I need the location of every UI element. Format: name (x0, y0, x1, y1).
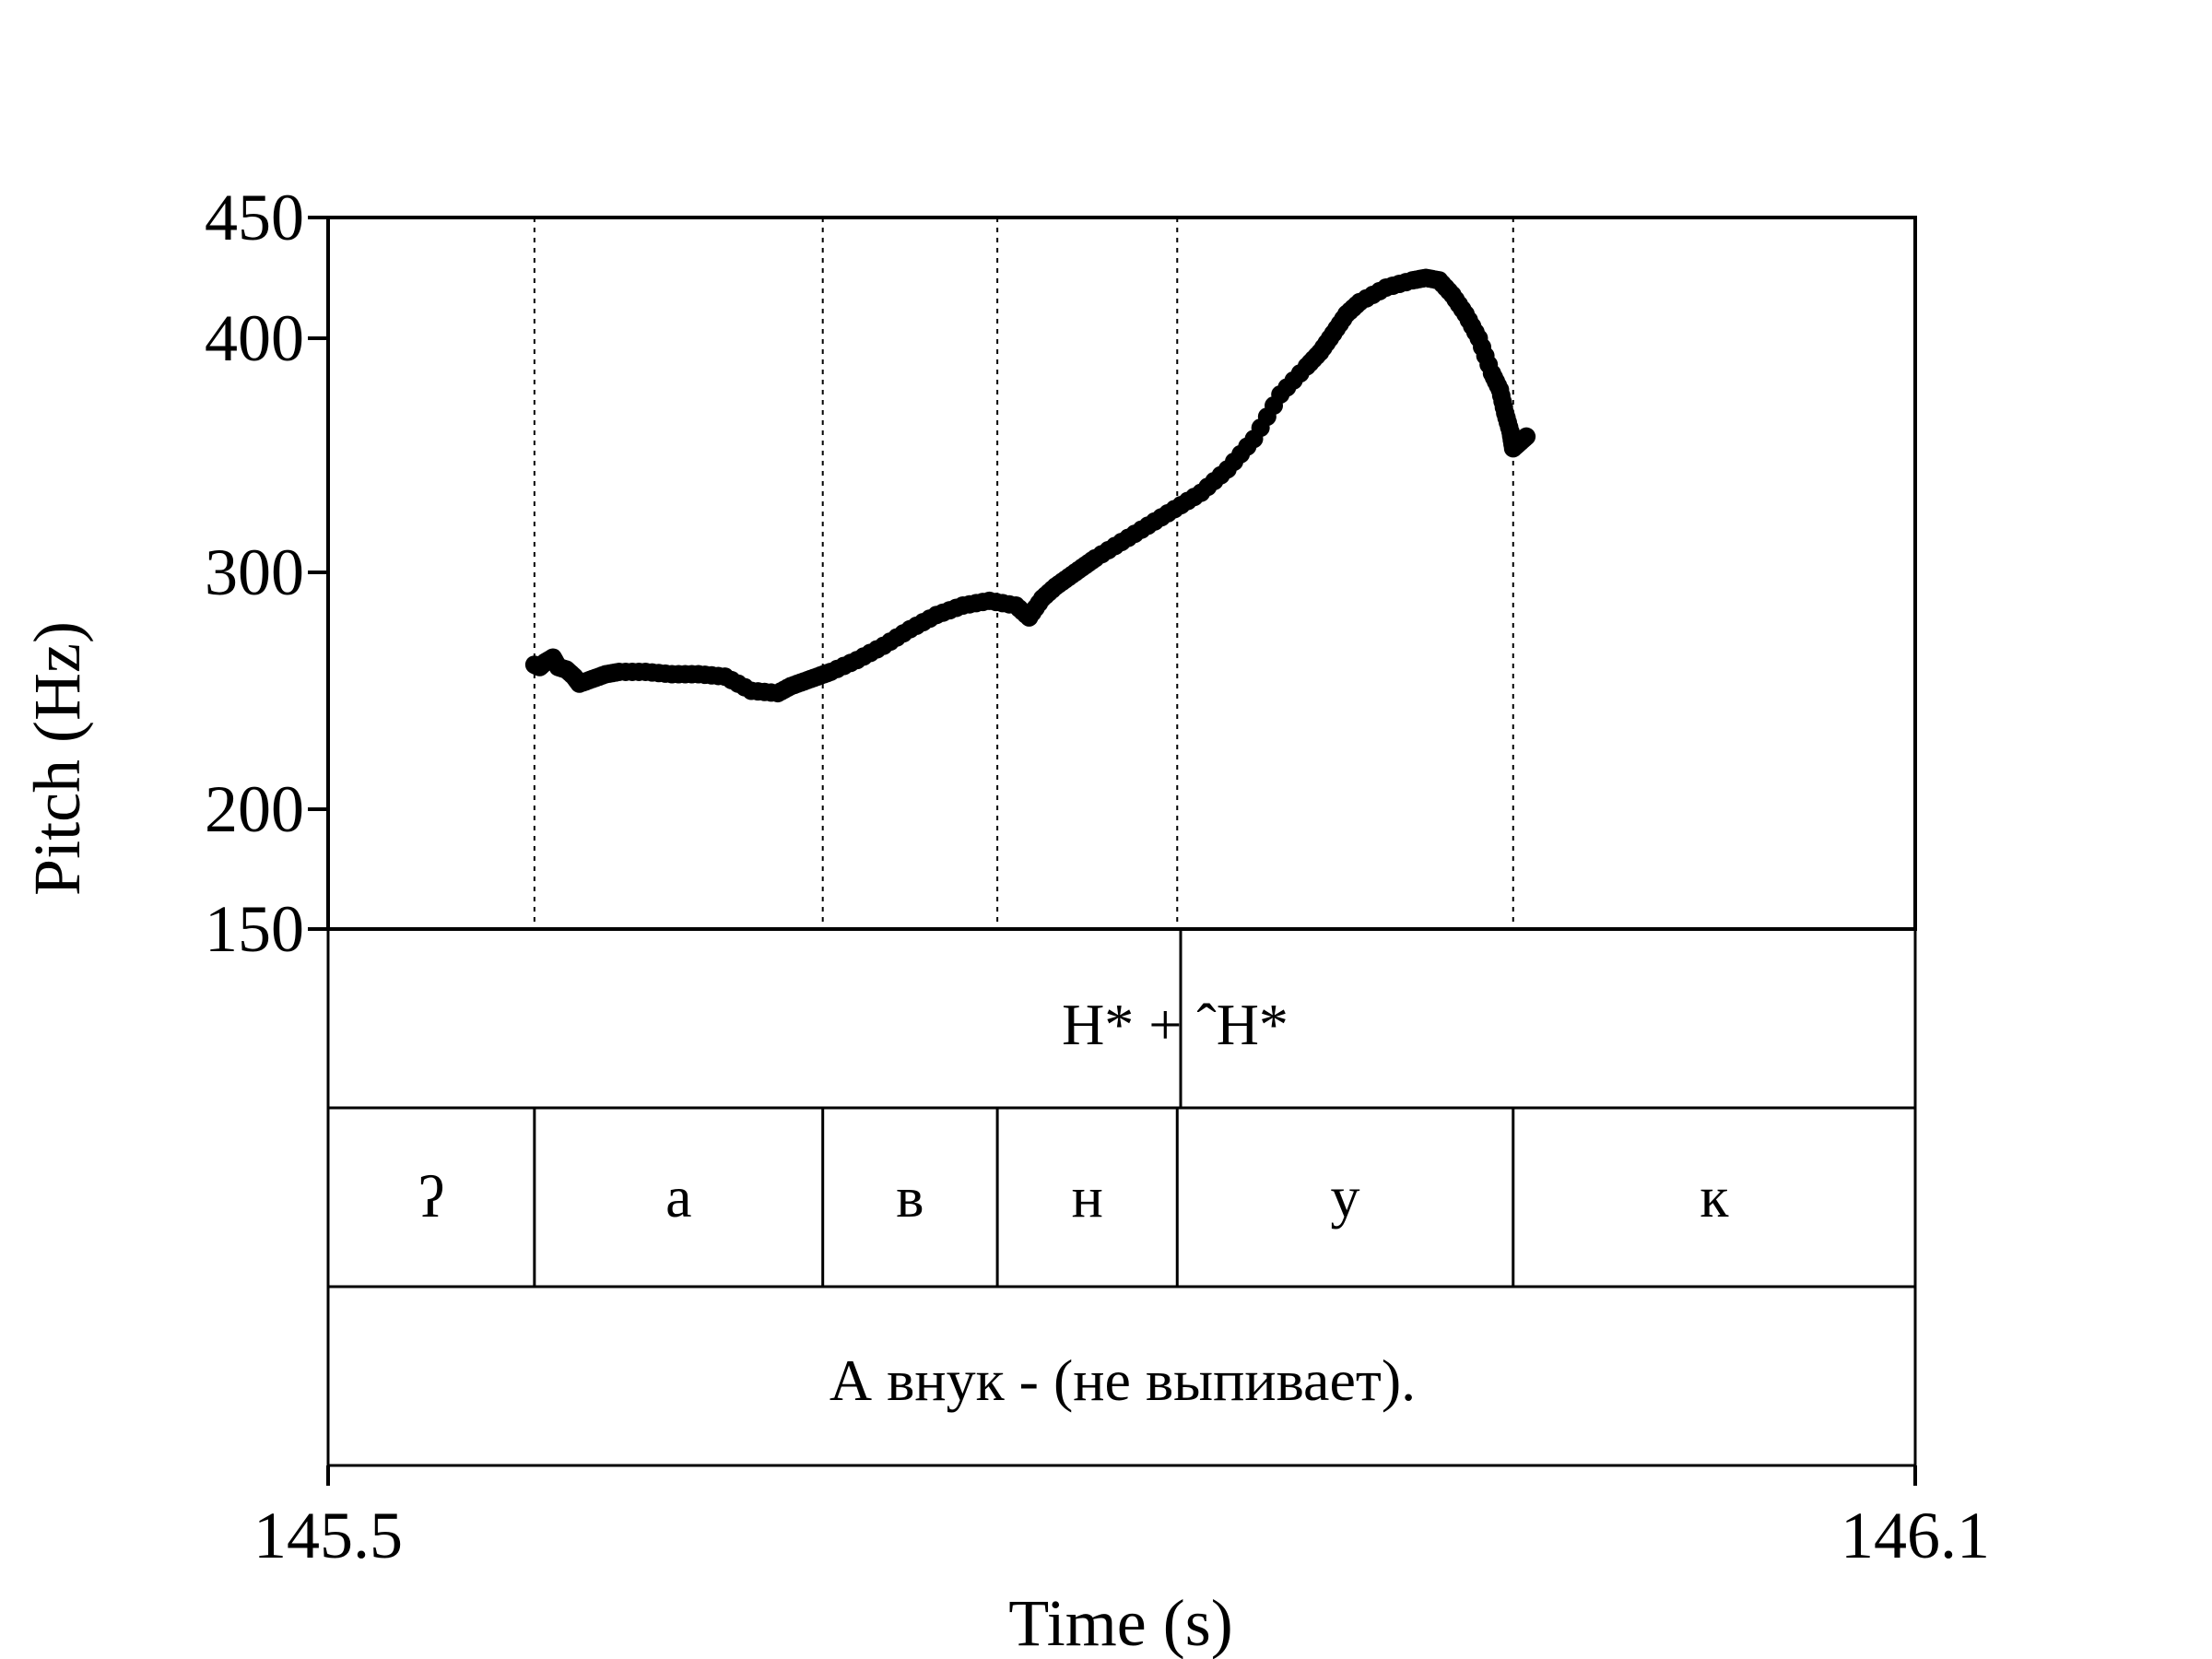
sentence-label: А внук - (не выпивает). (830, 1347, 1416, 1413)
y-tick-label-450: 450 (205, 181, 304, 254)
x-tick-label-end: 146.1 (1841, 1499, 1990, 1572)
x-tick-label-start: 145.5 (253, 1499, 403, 1572)
segment-label-4: у (1331, 1164, 1360, 1230)
segment-label-2: в (896, 1164, 924, 1230)
tone-label: H* + ˆH* (1062, 992, 1288, 1057)
y-tick-label-300: 300 (205, 535, 304, 609)
segment-label-3: н (1072, 1164, 1103, 1230)
segment-label-0: ʔ (418, 1164, 444, 1230)
segment-label-1: а (665, 1164, 691, 1230)
segment-boundary-lines (533, 218, 1514, 929)
sentence-tier-frame (326, 1285, 1917, 1467)
y-axis-ticks: 150 200 300 400 450 (205, 181, 328, 966)
pitch-panel-frame (326, 216, 1917, 931)
pitch-contour (524, 268, 1536, 703)
segment-label-5: к (1700, 1164, 1729, 1230)
y-axis-title: Pitch (Hz) (20, 621, 94, 896)
y-tick-label-200: 200 (205, 772, 304, 846)
pitch-point (1517, 427, 1536, 446)
x-axis-title: Time (s) (1008, 1586, 1232, 1659)
segment-tier-frame (326, 1106, 1917, 1288)
y-tick-label-150: 150 (205, 892, 304, 966)
y-tick-label-400: 400 (205, 301, 304, 375)
